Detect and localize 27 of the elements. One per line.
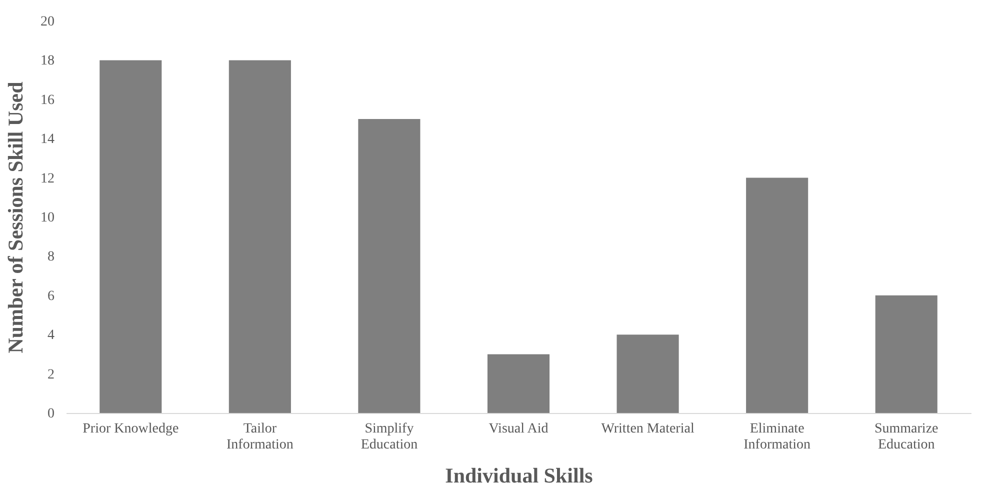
x-tick-label: Eliminate Information [744,422,811,452]
y-tick-label: 0 [48,406,54,422]
bar [487,354,550,413]
bar [746,178,808,413]
y-tick-label: 2 [48,367,54,382]
x-axis-title: Individual Skills [445,464,593,488]
bar [100,60,162,413]
y-tick-label: 10 [40,210,54,226]
x-tick-label: Visual Aid [488,422,548,436]
y-tick-label: 14 [40,132,54,148]
y-tick-label: 4 [48,328,54,344]
bar [228,60,291,413]
x-tick-label: Summarize Education [874,422,938,452]
y-tick-label: 8 [48,250,54,265]
bar [875,295,938,413]
x-tick-label: Written Material [601,422,694,436]
x-tick-label: Prior Knowledge [82,422,179,436]
y-tick-label: 18 [40,54,54,69]
bar [616,334,679,413]
y-tick-label: 12 [40,171,54,186]
bar [358,119,420,413]
y-axis-title: Number of Sessions Skill Used [4,81,28,354]
y-tick-label: 6 [48,288,54,304]
x-tick-label: Tailor Information [226,422,294,452]
x-tick-label: Simplify Education [360,422,418,452]
y-tick-label: 20 [40,14,54,30]
y-tick-label: 16 [40,92,54,108]
